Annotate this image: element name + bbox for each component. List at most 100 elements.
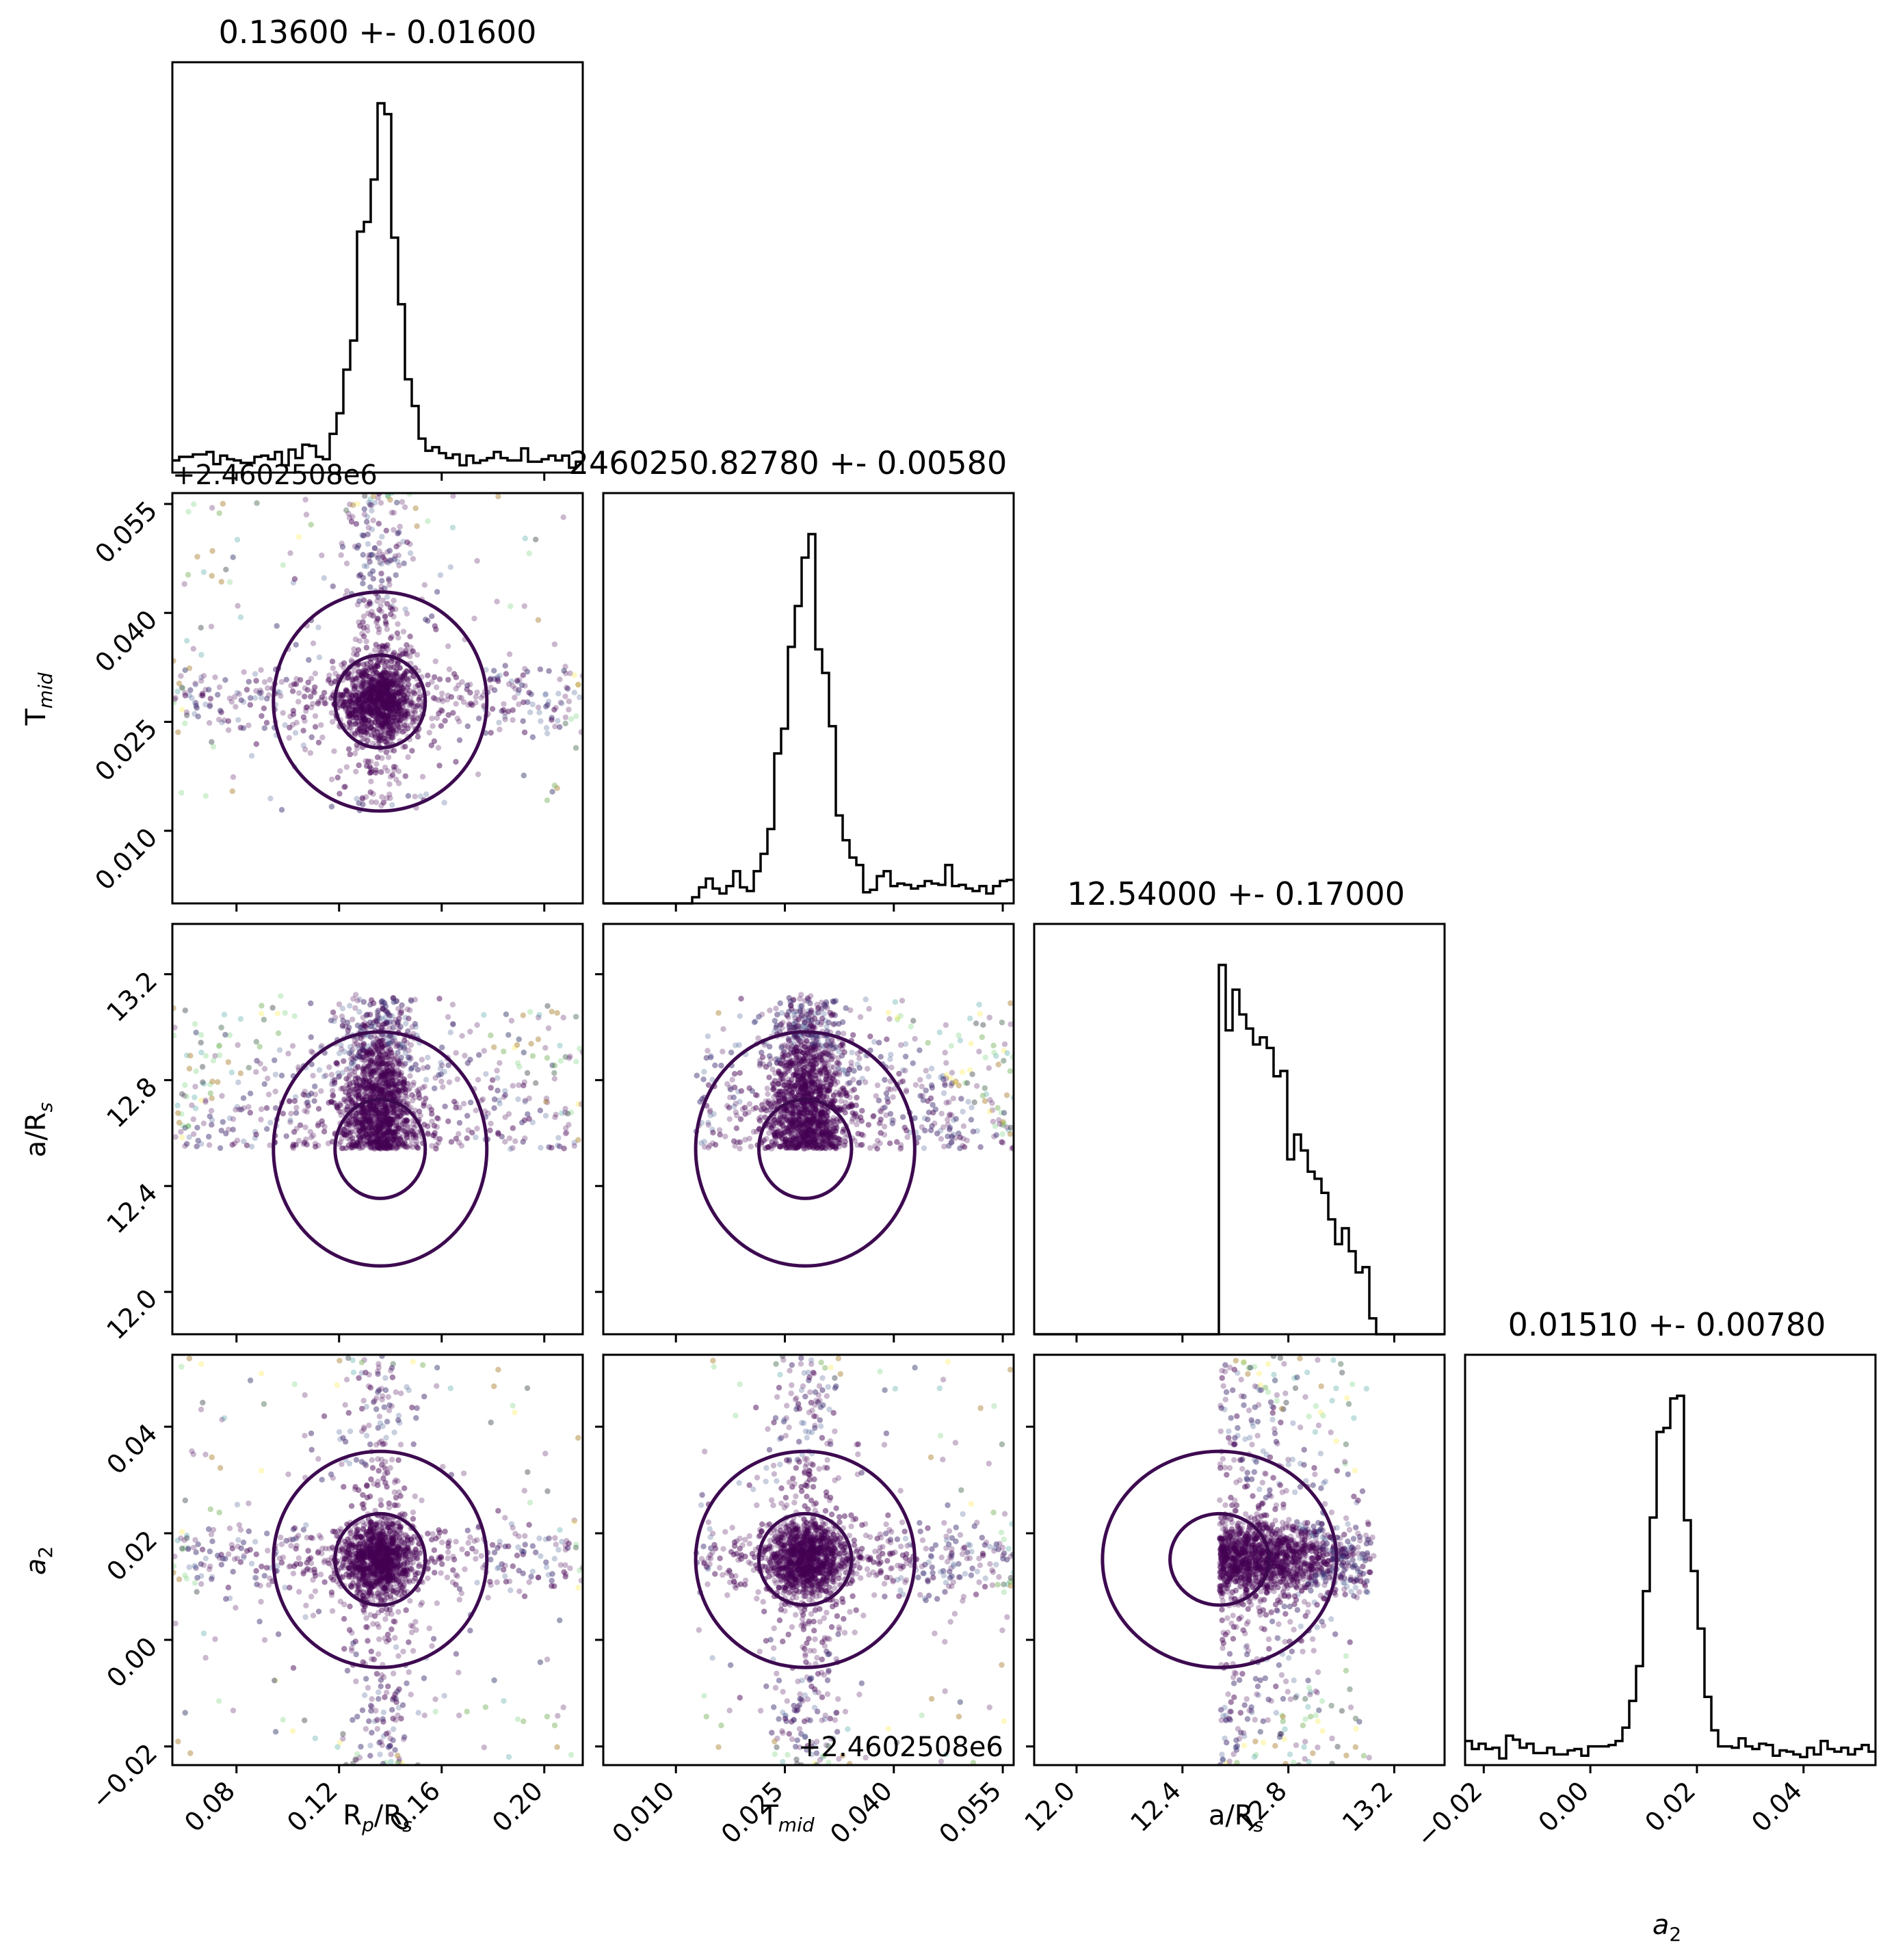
scatter-point xyxy=(373,726,380,732)
scatter-point xyxy=(357,726,363,733)
scatter-point xyxy=(367,599,373,605)
scatter-point xyxy=(202,701,209,708)
scatter-point xyxy=(374,698,380,705)
scatter-point xyxy=(430,695,437,701)
scatter-point xyxy=(403,648,409,654)
scatter-point xyxy=(365,541,371,547)
scatter-point xyxy=(288,683,294,689)
scatter-point xyxy=(380,711,386,717)
scatter-point xyxy=(312,1143,319,1150)
scatter-point xyxy=(365,758,371,765)
scatter-point xyxy=(417,694,423,701)
scatter-point xyxy=(390,1117,396,1123)
scatter-point xyxy=(376,548,382,555)
scatter-point xyxy=(376,710,382,716)
scatter-point xyxy=(397,647,404,653)
scatter-point xyxy=(383,681,389,687)
scatter-point xyxy=(199,691,206,697)
scatter-point xyxy=(376,693,382,699)
scatter-point xyxy=(375,663,381,670)
scatter-point xyxy=(366,674,372,680)
scatter-point xyxy=(384,680,391,686)
scatter-point xyxy=(382,585,388,592)
scatter-point xyxy=(510,1125,516,1131)
scatter-point xyxy=(226,1115,233,1122)
scatter-point xyxy=(524,668,531,675)
scatter-point xyxy=(308,1000,314,1007)
scatter-point xyxy=(360,702,367,708)
scatter-point xyxy=(372,734,378,741)
scatter-point xyxy=(349,692,355,699)
scatter-point xyxy=(360,715,366,721)
scatter-point xyxy=(387,710,394,717)
scatter-point xyxy=(549,715,555,721)
scatter-point xyxy=(393,606,399,612)
scatter-point xyxy=(378,712,384,718)
scatter-point xyxy=(345,1076,352,1083)
scatter-point xyxy=(567,670,573,676)
scatter-point xyxy=(410,648,417,654)
scatter-point xyxy=(373,687,380,693)
scatter-point xyxy=(495,493,501,500)
scatter-point xyxy=(376,713,382,720)
scatter-point xyxy=(488,676,494,682)
scatter-point xyxy=(409,747,415,754)
scatter-point xyxy=(365,704,371,710)
scatter-point xyxy=(307,1128,313,1135)
scatter-point xyxy=(366,555,372,561)
scatter-point xyxy=(434,589,440,595)
scatter-point xyxy=(497,1060,503,1066)
scatter-point xyxy=(391,715,397,721)
scatter-point xyxy=(514,678,521,684)
scatter-point xyxy=(379,699,385,705)
scatter-point xyxy=(373,691,380,698)
scatter-point xyxy=(237,614,244,620)
scatter-point xyxy=(369,699,376,705)
scatter-point xyxy=(378,693,384,700)
scatter-point xyxy=(526,1096,532,1102)
scatter-point xyxy=(385,559,392,566)
scatter-point xyxy=(386,705,392,711)
scatter-point xyxy=(384,673,391,679)
scatter-point xyxy=(435,745,442,751)
scatter-point xyxy=(383,645,389,651)
scatter-point xyxy=(287,1098,293,1104)
scatter-point xyxy=(396,704,402,711)
scatter-point xyxy=(217,707,224,714)
scatter-point xyxy=(287,550,293,556)
scatter-point xyxy=(387,496,393,503)
scatter-point xyxy=(369,683,376,689)
scatter-point xyxy=(374,1112,380,1118)
scatter-point xyxy=(400,692,407,698)
scatter-point xyxy=(265,685,271,691)
scatter-point xyxy=(354,544,360,551)
scatter-point xyxy=(234,689,241,696)
scatter-point xyxy=(366,552,372,558)
scatter-point xyxy=(374,692,380,698)
scatter-point xyxy=(390,715,396,721)
scatter-point xyxy=(360,714,366,721)
scatter-point xyxy=(373,704,380,711)
scatter-point xyxy=(364,602,371,609)
scatter-point xyxy=(247,702,253,708)
scatter-point xyxy=(328,710,335,716)
scatter-point xyxy=(432,696,438,702)
scatter-point xyxy=(387,605,394,611)
scatter-point xyxy=(378,671,384,677)
scatter-point xyxy=(467,689,473,696)
scatter-point xyxy=(401,715,408,721)
scatter-point xyxy=(408,649,415,655)
scatter-point xyxy=(378,672,384,678)
scatter-point xyxy=(300,728,306,734)
scatter-point xyxy=(375,624,381,630)
scatter-point xyxy=(358,683,365,689)
scatter-point xyxy=(359,709,366,715)
scatter-point xyxy=(382,720,388,726)
scatter-point xyxy=(194,704,200,711)
scatter-point xyxy=(414,702,421,708)
scatter-point xyxy=(378,693,384,700)
scatter-point xyxy=(376,520,382,527)
scatter-point xyxy=(375,663,381,670)
scatter-point xyxy=(352,708,358,714)
scatter-point xyxy=(339,540,345,546)
